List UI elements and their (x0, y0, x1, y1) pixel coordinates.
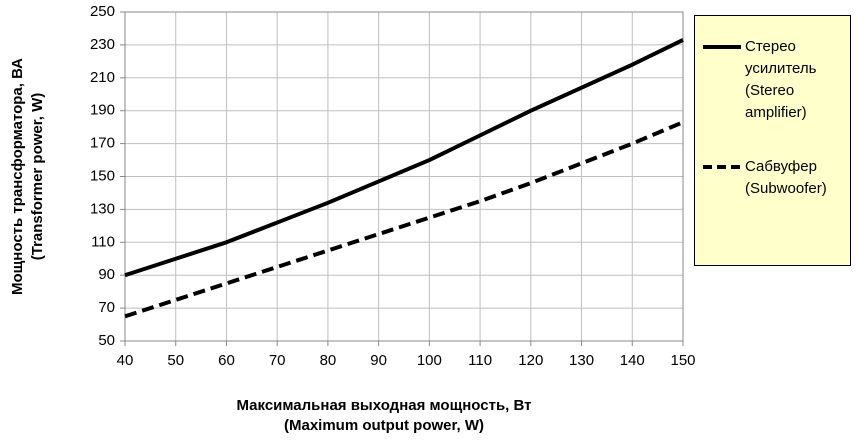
y-tick-label: 50 (98, 332, 115, 349)
data-line (124, 120, 684, 319)
y-tick-label: 190 (90, 102, 115, 119)
x-tick-label: 120 (518, 352, 543, 369)
y-axis-label: (Transformer power, W) (29, 93, 46, 261)
legend-swatch (703, 165, 741, 169)
x-tick-label: 80 (320, 352, 337, 369)
x-tick-label: 110 (468, 352, 492, 369)
y-tick-label: 110 (91, 233, 115, 250)
legend-label: Сабвуфер (Subwoofer) (745, 158, 827, 197)
y-tick-label: 210 (90, 69, 115, 86)
x-tick-label: 70 (269, 352, 286, 369)
x-tick-label: 40 (117, 352, 134, 369)
y-tick-label: 170 (90, 135, 115, 152)
x-tick-label: 130 (569, 352, 594, 369)
y-tick-label: 130 (90, 200, 115, 217)
data-line (124, 38, 684, 278)
legend-item: Сабвуфер (Subwoofer) (703, 156, 845, 200)
y-tick-label: 250 (90, 3, 115, 20)
plot-border (124, 11, 684, 342)
x-tick-label: 150 (670, 352, 695, 369)
x-tick-label: 140 (620, 352, 645, 369)
x-axis-label: Максимальная выходная мощность, Вт (237, 397, 532, 414)
y-tick-label: 90 (98, 266, 115, 283)
x-tick-label: 100 (417, 352, 442, 369)
legend-label: Стерео усилитель (Stereo amplifier) (745, 38, 817, 121)
x-tick-label: 50 (167, 352, 184, 369)
y-tick-label: 230 (90, 36, 115, 53)
y-tick-label: 150 (90, 167, 115, 184)
y-axis-label: Мощность трансформатора, ВА (9, 58, 26, 295)
x-tick-label: 90 (370, 352, 387, 369)
x-axis-label: (Maximum output power, W) (284, 417, 484, 434)
legend-item: Стерео усилитель (Stereo amplifier) (703, 36, 845, 124)
legend: Стерео усилитель (Stereo amplifier) Сабву… (694, 15, 851, 266)
legend-swatch (703, 45, 741, 49)
x-tick-label: 60 (218, 352, 235, 369)
y-tick-label: 70 (98, 299, 115, 316)
